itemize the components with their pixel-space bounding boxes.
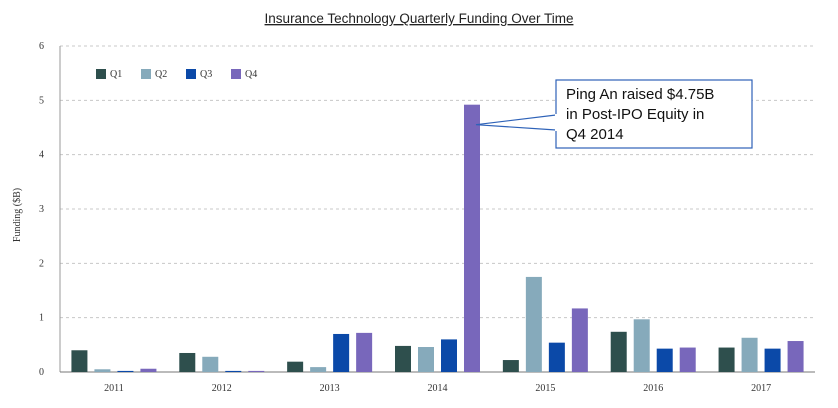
legend-swatch-q1 xyxy=(96,69,106,79)
bar-q3-2014 xyxy=(441,339,457,372)
callout-pointer xyxy=(475,114,557,131)
bar-q2-2015 xyxy=(525,276,542,372)
bar-q2-2013 xyxy=(310,367,327,372)
callout-text-line: Ping An raised $4.75B xyxy=(566,86,714,103)
y-tick-label: 3 xyxy=(39,204,44,215)
bar-q3-2015 xyxy=(548,342,565,372)
legend-label-q3: Q3 xyxy=(200,69,212,80)
bar-q2-2016 xyxy=(633,319,650,372)
chart-title: Insurance Technology Quarterly Funding O… xyxy=(265,11,574,26)
x-tick-label: 2016 xyxy=(643,383,663,394)
y-tick-label: 6 xyxy=(39,41,44,52)
y-tick-label: 1 xyxy=(39,313,44,324)
y-tick-label: 2 xyxy=(39,258,44,269)
bar-q1-2015 xyxy=(502,360,519,372)
legend-label-q2: Q2 xyxy=(155,69,167,80)
bar-q1-2011 xyxy=(71,350,88,372)
bar-q3-2013 xyxy=(333,333,350,372)
tick-labels: 0 1 2 3 4 5 6 2011 2012 2013 2014 2015 2016 2017 xyxy=(39,41,771,394)
bar-q2-2014 xyxy=(418,347,434,372)
bar-q3-2011 xyxy=(117,370,134,372)
bar-q1-2012 xyxy=(179,352,196,372)
legend-swatch-q4 xyxy=(231,69,241,79)
y-tick-label: 5 xyxy=(39,95,44,106)
bar-q2-2011 xyxy=(94,369,111,372)
annotation: Ping An raised $4.75B in Post-IPO Equity … xyxy=(475,79,753,149)
bar-q4-2012 xyxy=(248,370,265,372)
legend: Q1 Q2 Q3 Q4 xyxy=(96,69,257,80)
callout-box xyxy=(555,79,753,149)
x-tick-label: 2011 xyxy=(104,383,124,394)
y-tick-label: 0 xyxy=(39,367,44,378)
bar-q4-2014 xyxy=(464,104,480,373)
bar-q2-2012 xyxy=(202,356,219,372)
callout-text-line: in Post-IPO Equity in xyxy=(566,106,704,123)
bar-q4-2017 xyxy=(787,341,804,372)
bar-q1-2014 xyxy=(395,345,411,372)
x-tick-label: 2017 xyxy=(751,383,771,394)
callout-text-line: Q4 2014 xyxy=(566,126,624,143)
bar-q2-2017 xyxy=(741,337,758,372)
legend-label-q4: Q4 xyxy=(245,69,257,80)
x-tick-label: 2014 xyxy=(428,383,448,394)
bar-q4-2011 xyxy=(140,368,157,372)
x-tick-label: 2015 xyxy=(535,383,555,394)
legend-swatch-q3 xyxy=(186,69,196,79)
bar-q1-2016 xyxy=(610,331,627,372)
bar-q1-2017 xyxy=(718,347,735,372)
bar-q4-2016 xyxy=(679,347,696,372)
y-axis-label: Funding ($B) xyxy=(12,188,23,242)
bar-q3-2016 xyxy=(656,348,673,372)
x-tick-label: 2012 xyxy=(212,383,232,394)
bar-q4-2015 xyxy=(571,308,588,372)
bars xyxy=(71,104,804,373)
bar-q3-2012 xyxy=(225,370,242,372)
x-tick-label: 2013 xyxy=(320,383,340,394)
bar-q1-2013 xyxy=(287,361,304,372)
legend-swatch-q2 xyxy=(141,69,151,79)
y-tick-label: 4 xyxy=(39,150,44,161)
legend-label-q1: Q1 xyxy=(110,69,122,80)
bar-q4-2013 xyxy=(356,332,373,372)
bar-q3-2017 xyxy=(764,348,781,372)
